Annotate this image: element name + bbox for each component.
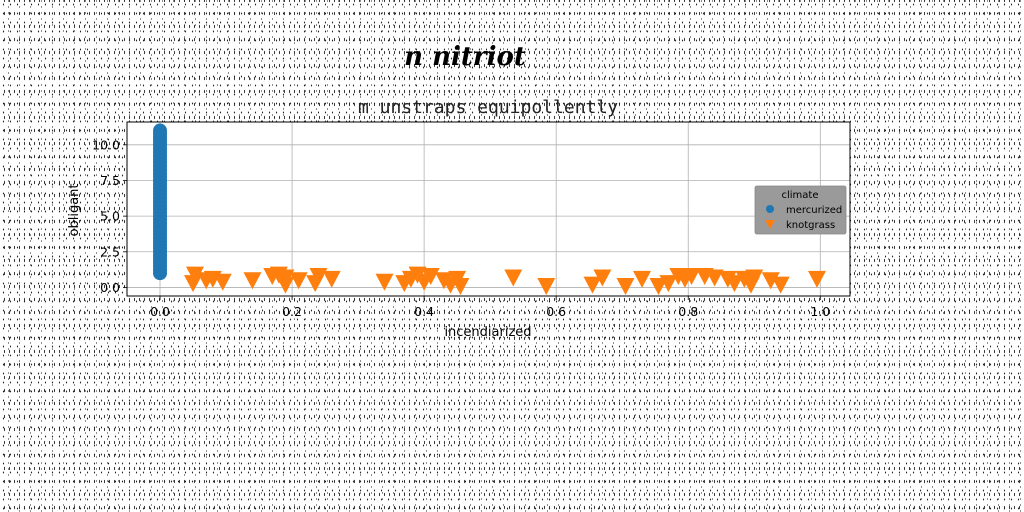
legend-marker-mercurized xyxy=(766,205,774,213)
point-knotgrass xyxy=(243,272,262,290)
point-knotgrass xyxy=(633,270,652,288)
point-knotgrass xyxy=(537,278,556,296)
x-tick-label: 0.0 xyxy=(150,304,170,319)
y-tick-label: 5.0 xyxy=(100,209,120,224)
chart-title: m unstraps equipollently xyxy=(358,97,618,118)
point-knotgrass xyxy=(771,276,790,294)
point-knotgrass xyxy=(649,278,668,296)
y-axis-label: obligant xyxy=(67,184,82,237)
point-knotgrass xyxy=(705,269,724,287)
legend-box xyxy=(754,185,847,235)
point-knotgrass xyxy=(186,266,205,284)
x-tick-label: 1.0 xyxy=(810,304,830,319)
suptitle: n nitriot xyxy=(404,42,526,72)
point-knotgrass xyxy=(421,268,440,286)
x-axis-label: incendiarized xyxy=(444,325,531,340)
x-tick-label: 0.4 xyxy=(414,304,434,319)
point-knotgrass xyxy=(276,269,295,287)
point-mercurized xyxy=(153,123,168,138)
point-knotgrass xyxy=(451,278,470,296)
point-knotgrass xyxy=(745,269,764,287)
plot-frame xyxy=(126,121,851,297)
point-knotgrass xyxy=(807,270,826,288)
x-tick-label: 0.2 xyxy=(282,304,302,319)
point-knotgrass xyxy=(375,273,394,291)
y-tick-label: 0.0 xyxy=(100,280,120,295)
legend-title: climate xyxy=(782,190,819,201)
point-knotgrass xyxy=(289,272,308,290)
x-tick-label: 0.8 xyxy=(678,304,698,319)
y-ticks: 0.0 2.5 5.0 7.5 10.0 xyxy=(92,137,127,295)
point-knotgrass xyxy=(659,275,678,293)
legend-label-mercurized: mercurized xyxy=(786,205,842,216)
point-knotgrass xyxy=(593,269,612,287)
y-tick-label: 10.0 xyxy=(92,137,120,152)
point-knotgrass xyxy=(725,275,744,293)
point-knotgrass xyxy=(309,268,328,286)
legend-label-knotgrass: knotgrass xyxy=(786,220,835,231)
data-points xyxy=(153,123,826,296)
point-knotgrass xyxy=(616,278,635,296)
legend-marker-knotgrass xyxy=(765,220,775,229)
x-tick-label: 0.6 xyxy=(546,304,566,319)
point-knotgrass xyxy=(504,269,523,287)
point-knotgrass xyxy=(682,268,701,286)
x-ticks: 0.0 0.2 0.4 0.6 0.8 1.0 xyxy=(150,296,830,319)
point-knotgrass xyxy=(583,276,602,294)
point-knotgrass xyxy=(184,275,203,293)
plot-area xyxy=(127,122,850,296)
legend: climate mercurized knotgrass xyxy=(754,185,847,235)
y-tick-label: 2.5 xyxy=(100,244,120,259)
point-knotgrass xyxy=(322,270,341,288)
point-knotgrass xyxy=(761,272,780,290)
y-tick-label: 7.5 xyxy=(100,173,120,188)
point-knotgrass xyxy=(213,273,232,291)
